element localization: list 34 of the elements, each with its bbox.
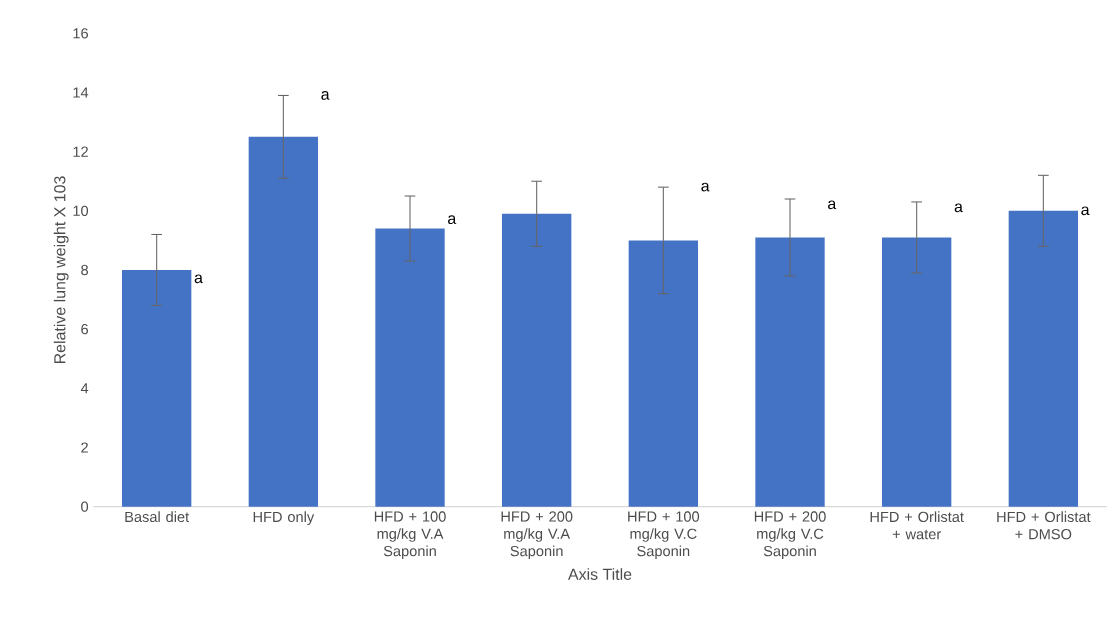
annotation: a xyxy=(1081,206,1090,216)
bar xyxy=(375,228,445,507)
annotation: a xyxy=(954,203,963,213)
x-tick-label: HFD + 100 mg/kg V.A Saponin xyxy=(374,511,446,560)
bar xyxy=(755,237,825,507)
y-tick-label: 8 xyxy=(81,264,88,276)
x-tick-label: Basal diet xyxy=(125,511,190,523)
annotation: a xyxy=(448,215,457,225)
bar xyxy=(1008,210,1078,507)
annotation: a xyxy=(828,200,837,210)
bar xyxy=(502,213,572,507)
x-tick-label: HFD + 100 mg/kg V.C Saponin xyxy=(628,511,700,560)
y-tick-label: 14 xyxy=(73,87,89,98)
x-tick-label: HFD + 200 mg/kg V.A Saponin xyxy=(501,511,573,560)
y-tick-label: 0 xyxy=(81,501,89,512)
x-tick-label: HFD only xyxy=(253,511,315,525)
annotation: a xyxy=(194,274,203,284)
x-tick-label: HFD + Orlistat + water xyxy=(870,511,964,540)
x-tick-label: HFD + Orlistat + DMSO xyxy=(997,511,1091,540)
bar xyxy=(628,240,699,507)
y-axis-title: Relative lung weight X 103 xyxy=(53,176,69,364)
bar xyxy=(248,136,319,507)
y-tick-label: 16 xyxy=(73,28,88,39)
x-tick-label: HFD + 200 mg/kg V.C Saponin xyxy=(754,511,826,560)
y-tick-label: 4 xyxy=(80,383,89,394)
y-tick-label: 12 xyxy=(73,146,88,157)
bar xyxy=(882,237,952,507)
y-tick-label: 10 xyxy=(73,205,89,216)
bar xyxy=(122,269,192,507)
annotation: a xyxy=(321,91,330,100)
y-tick-label: 6 xyxy=(81,323,88,335)
annotation: a xyxy=(701,182,710,192)
x-axis-title: Axis Title xyxy=(568,568,632,580)
y-tick-label: 2 xyxy=(81,442,88,453)
